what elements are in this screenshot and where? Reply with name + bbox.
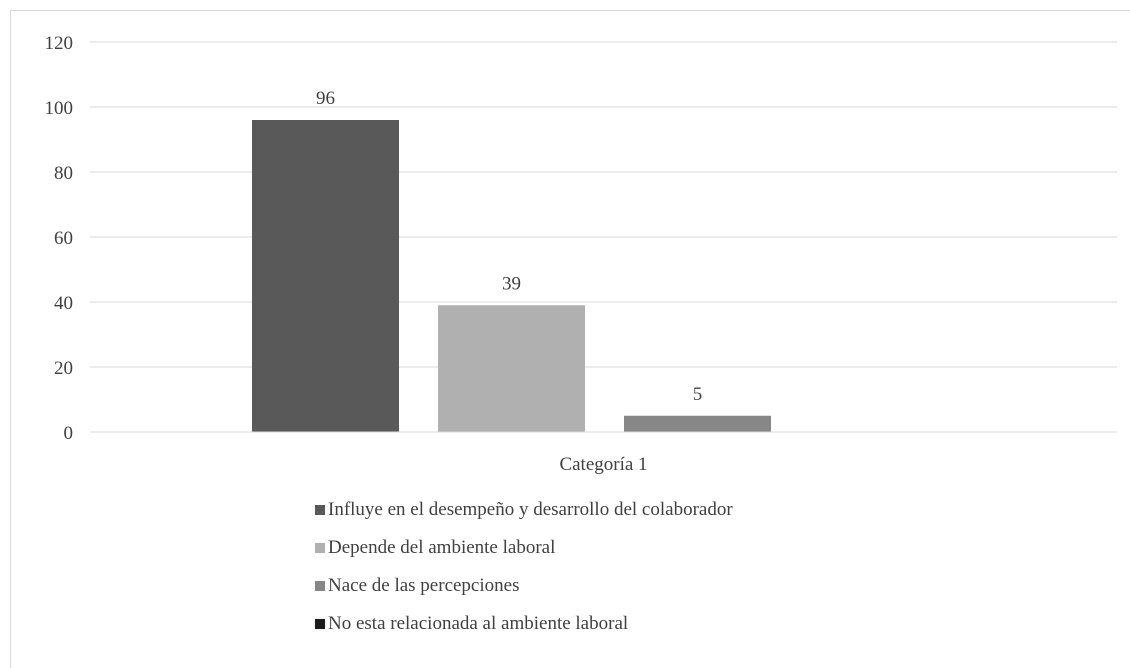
legend-label: Depende del ambiente laboral <box>328 537 556 558</box>
legend-label: No esta relacionada al ambiente laboral <box>328 613 629 634</box>
legend-swatch <box>315 619 325 629</box>
y-axis-ticks: 0 20 40 60 80 100 120 <box>45 33 74 444</box>
legend-item: No esta relacionada al ambiente laboral <box>315 613 733 634</box>
legend-swatch <box>315 543 325 553</box>
y-tick-label: 120 <box>45 33 74 54</box>
gridlines <box>90 41 1117 368</box>
data-label: 39 <box>502 273 521 294</box>
bar <box>438 305 585 432</box>
legend-label: Nace de las percepciones <box>328 575 520 596</box>
y-tick-label: 60 <box>54 228 73 249</box>
legend-swatch <box>315 505 325 515</box>
x-tick-label: Categoría 1 <box>559 454 647 475</box>
legend-label: Influye en el desempeño y desarrollo del… <box>328 499 733 520</box>
data-label: 96 <box>316 88 335 109</box>
y-tick-label: 100 <box>45 98 74 119</box>
bar <box>624 415 771 432</box>
y-tick-label: 0 <box>64 423 74 444</box>
legend: Influye en el desempeño y desarrollo del… <box>315 499 733 652</box>
bar <box>252 120 399 432</box>
legend-item: Influye en el desempeño y desarrollo del… <box>315 499 733 520</box>
legend-swatch <box>315 581 325 591</box>
y-tick-label: 20 <box>54 358 73 379</box>
legend-item: Depende del ambiente laboral <box>315 537 733 558</box>
data-labels: 96 39 5 <box>316 88 702 405</box>
bar-chart: 0 20 40 60 80 100 120 96 39 5 Categoría 1 <box>45 33 1117 475</box>
data-label: 5 <box>693 384 703 405</box>
y-tick-label: 40 <box>54 293 73 314</box>
bars <box>252 120 771 432</box>
y-tick-label: 80 <box>54 163 73 184</box>
legend-item: Nace de las percepciones <box>315 575 733 596</box>
